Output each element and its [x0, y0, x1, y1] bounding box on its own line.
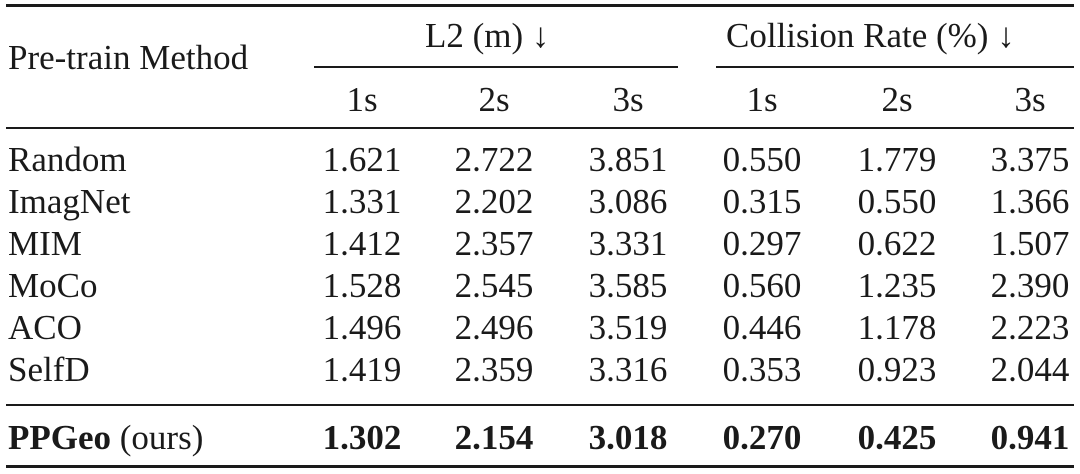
table-cell: 0.923 [857, 350, 937, 389]
table-cell: 2.044 [990, 350, 1070, 389]
ours-rule [6, 404, 1074, 406]
table-cell: 2.154 [454, 418, 534, 457]
bottom-rule [6, 465, 1074, 468]
row-label-imagnet: ImagNet [8, 182, 131, 221]
table-cell: 2.202 [454, 182, 534, 221]
table-cell: 1.412 [322, 224, 402, 263]
table-cell: 1.419 [322, 350, 402, 389]
table-cell: 0.425 [857, 418, 937, 457]
table-cell: 0.560 [722, 266, 802, 305]
table-cell: 3.086 [588, 182, 668, 221]
table-cell: 0.315 [722, 182, 802, 221]
table-cell: 0.550 [722, 140, 802, 179]
table-cell: 3.018 [588, 418, 668, 457]
table-cell: 3.585 [588, 266, 668, 305]
table-cell: 2.545 [454, 266, 534, 305]
table-cell: 0.550 [857, 182, 937, 221]
table-cell: 0.446 [722, 308, 802, 347]
header-rule [6, 127, 1074, 129]
header-l2-1s: 1s [346, 80, 378, 119]
table-cell: 0.941 [990, 418, 1070, 457]
ours-suffix: (ours) [111, 418, 204, 457]
l2-group-rule [314, 66, 678, 68]
header-cr-1s: 1s [746, 80, 778, 119]
table-cell: 0.270 [722, 418, 802, 457]
top-rule [6, 4, 1074, 7]
table-cell: 1.302 [322, 418, 402, 457]
table-cell: 1.528 [322, 266, 402, 305]
table-cell: 3.519 [588, 308, 668, 347]
table-cell: 1.331 [322, 182, 402, 221]
table-cell: 1.779 [857, 140, 937, 179]
table-cell: 3.375 [990, 140, 1070, 179]
table-cell: 1.235 [857, 266, 937, 305]
header-cr-2s: 2s [881, 80, 913, 119]
table-cell: 3.851 [588, 140, 668, 179]
row-label-selfd: SelfD [8, 350, 90, 389]
table-cell: 2.722 [454, 140, 534, 179]
header-l2-3s: 3s [612, 80, 644, 119]
header-cr-3s: 3s [1014, 80, 1046, 119]
table-cell: 0.622 [857, 224, 937, 263]
row-label-aco: ACO [8, 308, 82, 347]
table-cell: 1.178 [857, 308, 937, 347]
table-cell: 3.316 [588, 350, 668, 389]
table-cell: 0.353 [722, 350, 802, 389]
table-cell: 1.496 [322, 308, 402, 347]
table-cell: 2.496 [454, 308, 534, 347]
table-cell: 3.331 [588, 224, 668, 263]
table-cell: 0.297 [722, 224, 802, 263]
header-l2-2s: 2s [478, 80, 510, 119]
collision-group-rule [716, 66, 1074, 68]
header-l2-group: L2 (m) ↓ [425, 16, 550, 55]
table-cell: 1.621 [322, 140, 402, 179]
row-label-mim: MIM [8, 224, 82, 263]
row-label-ours: PPGeo (ours) [8, 420, 203, 455]
header-method: Pre-train Method [8, 38, 249, 77]
table-cell: 2.390 [990, 266, 1070, 305]
table-cell: 2.357 [454, 224, 534, 263]
table-cell: 1.366 [990, 182, 1070, 221]
row-label-moco: MoCo [8, 266, 98, 305]
table-cell: 2.223 [990, 308, 1070, 347]
header-collision-group: Collision Rate (%) ↓ [726, 16, 1015, 55]
table-cell: 2.359 [454, 350, 534, 389]
table-cell: 1.507 [990, 224, 1070, 263]
row-label-random: Random [8, 140, 127, 179]
ours-name: PPGeo [8, 418, 112, 457]
